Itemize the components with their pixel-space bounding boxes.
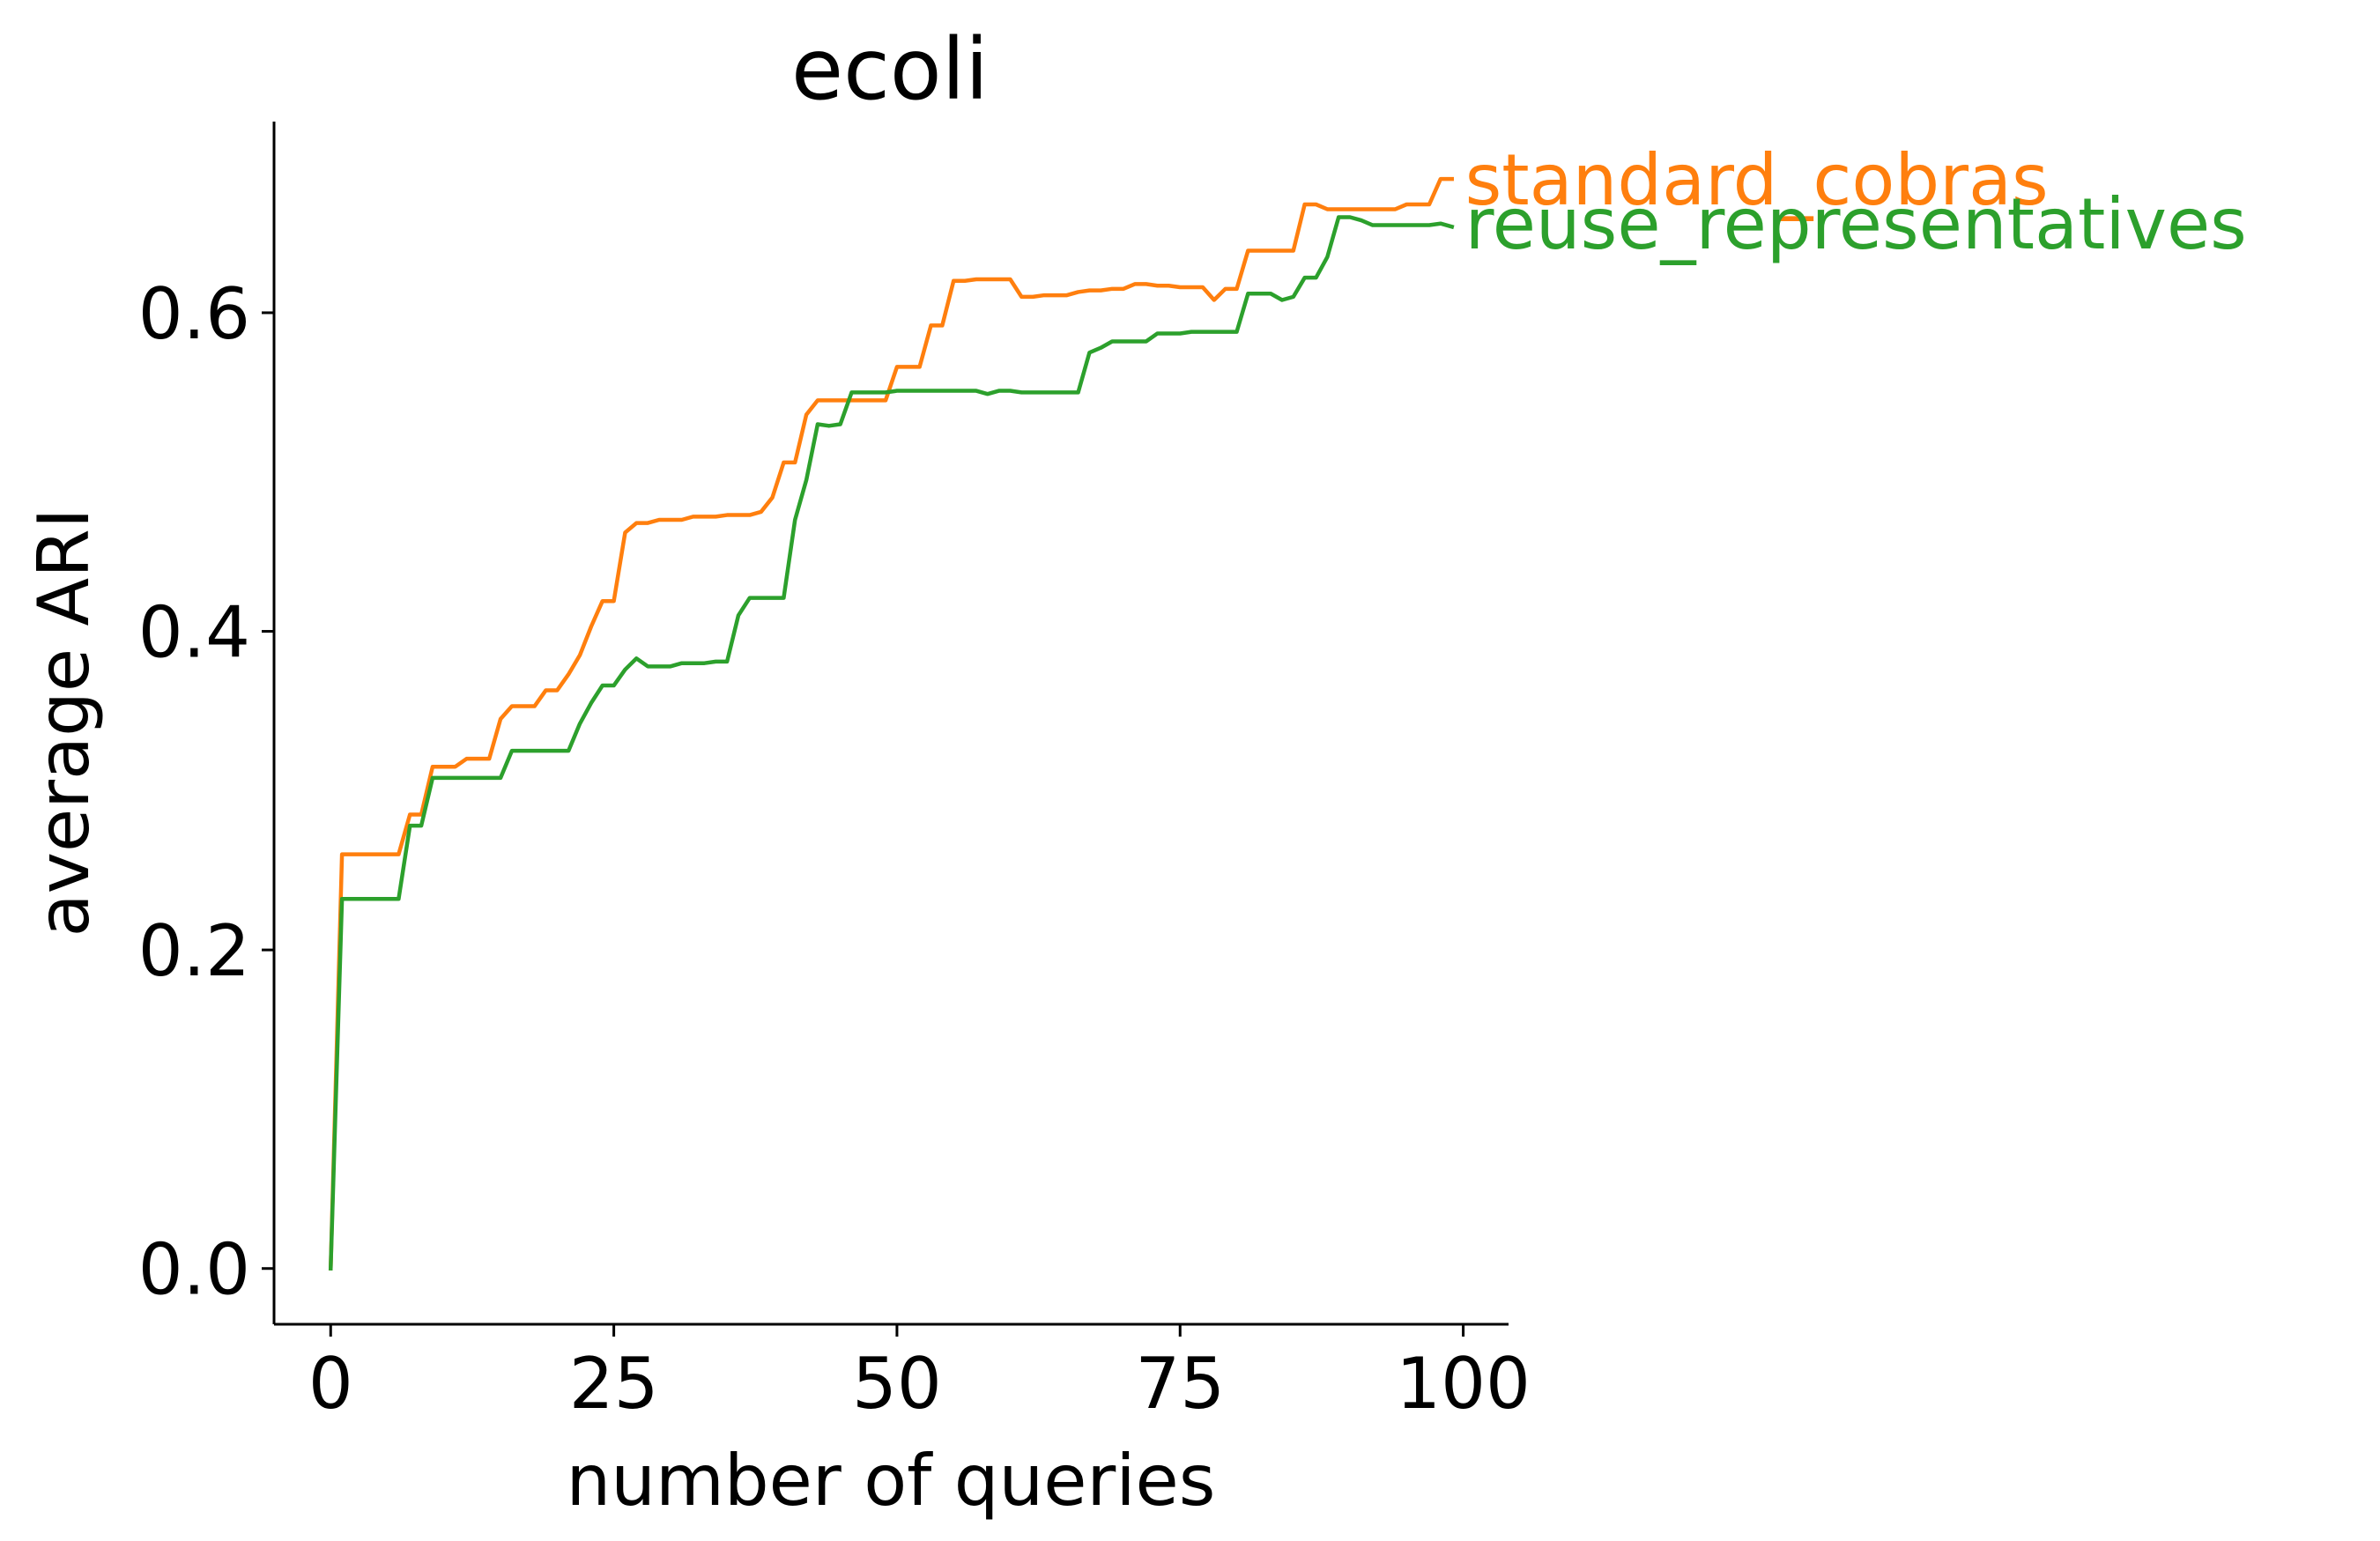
series-line-reuse-representatives bbox=[328, 215, 1455, 1271]
series-label-reuse-representatives: reuse_representatives bbox=[1465, 183, 2247, 265]
y-tick-label: 0.0 bbox=[138, 1229, 250, 1311]
y-axis-label: average ARI bbox=[23, 508, 105, 937]
x-tick-label: 100 bbox=[1396, 1343, 1531, 1425]
x-tick-label: 75 bbox=[1135, 1343, 1225, 1425]
chart-title: ecoli bbox=[791, 20, 989, 119]
series-label-standard-cobras: standard_cobras bbox=[1465, 139, 2049, 221]
x-tick-label: 25 bbox=[569, 1343, 659, 1425]
x-axis-label: number of queries bbox=[567, 1440, 1216, 1522]
series-line-standard-cobras bbox=[328, 176, 1454, 1271]
plot-area: 0 25 50 75 100 0.0 0.2 0.4 0.6 bbox=[138, 122, 1531, 1425]
y-tick-label: 0.6 bbox=[138, 273, 250, 355]
y-tick-label: 0.4 bbox=[138, 592, 250, 674]
x-tick-label: 50 bbox=[852, 1343, 942, 1425]
x-axis-ticks: 0 25 50 75 100 bbox=[308, 1324, 1531, 1425]
y-axis-ticks: 0.0 0.2 0.4 0.6 bbox=[138, 273, 274, 1311]
x-tick-label: 0 bbox=[308, 1343, 353, 1425]
series-layer bbox=[328, 176, 1455, 1271]
y-tick-label: 0.2 bbox=[138, 910, 250, 992]
